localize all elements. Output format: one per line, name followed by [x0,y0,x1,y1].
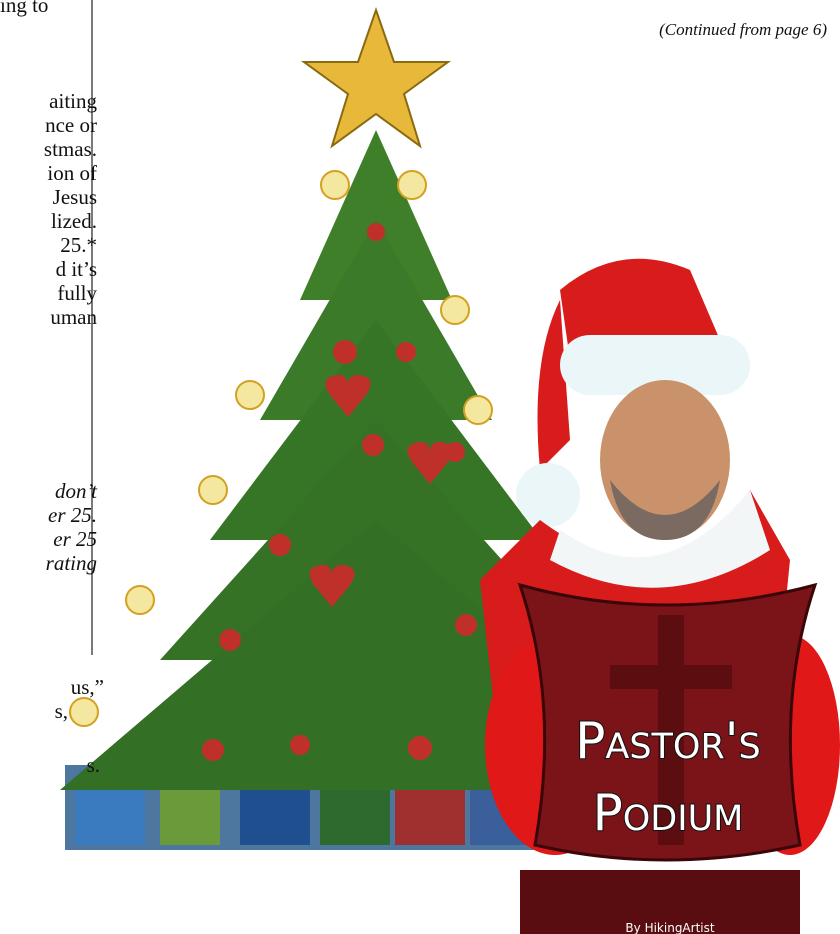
column-text: fully [57,281,97,305]
text-layer: (Continued from page 6) Pastor's Podium … [0,0,840,934]
column-text: er 25 [53,527,97,551]
podium-title: Pastor's [575,712,761,770]
podium-title: Podium [593,784,744,842]
column-text: Jesus [53,185,97,209]
column-text: stmas. [44,137,97,161]
column-text: 25.* [60,233,97,257]
column-text: er 25. [48,503,97,527]
column-text: lized. [51,209,97,233]
column-text: aiting [49,89,97,113]
column-text: don’t [55,479,98,503]
column-text: uman [50,305,97,329]
column-text: ing to [0,0,48,17]
column-text: rating [46,551,97,575]
column-text: us,” [71,675,104,699]
page: (Continued from page 6) Pastor's Podium … [0,0,840,934]
column-text: ion of [47,161,97,185]
column-text: s. [87,753,100,777]
column-text: nce or [45,113,97,137]
column-text: d it’s [56,257,97,281]
continued-note: (Continued from page 6) [659,20,827,39]
column-text: s, [55,699,68,723]
credit: By HikingArtist [625,921,714,934]
